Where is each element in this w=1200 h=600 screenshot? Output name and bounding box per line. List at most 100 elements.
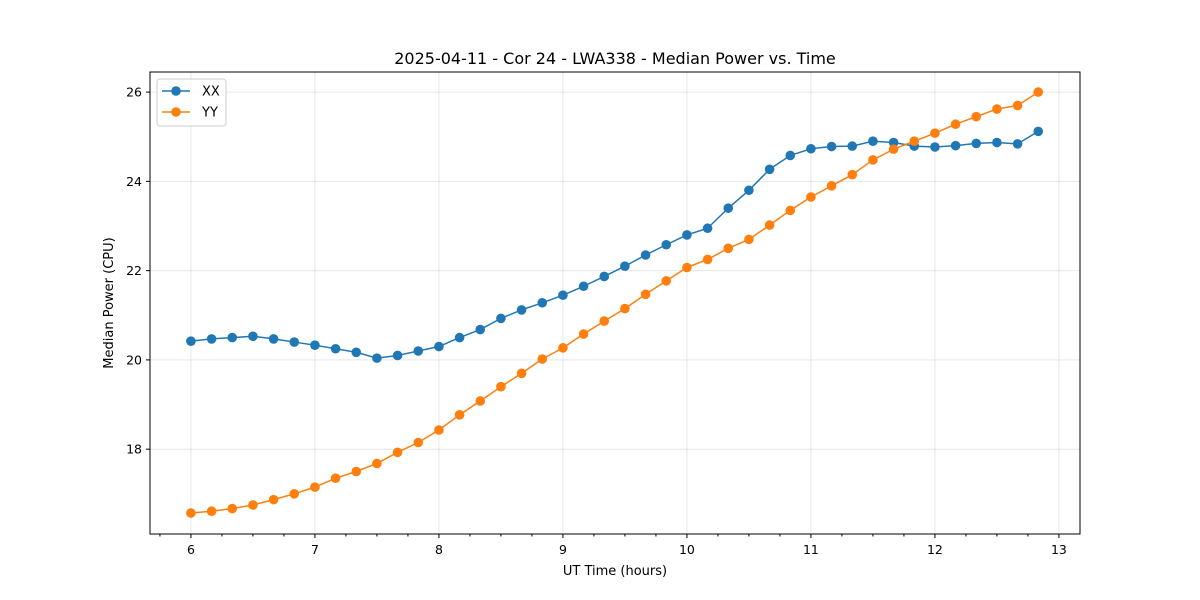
data-point-yy	[558, 343, 568, 353]
data-point-yy	[516, 368, 527, 379]
x-tick-label: 7	[311, 542, 319, 557]
data-point-xx	[682, 230, 692, 240]
data-point-xx	[744, 185, 754, 196]
legend-label-yy: YY	[201, 106, 218, 121]
ticks: 6 7 8 9 10 11 12 13 18 20 22 24 26	[126, 85, 1067, 557]
x-tick-label: 8	[435, 542, 443, 557]
data-point-xx	[888, 137, 899, 148]
data-point-yy	[640, 289, 651, 300]
data-point-xx	[268, 334, 279, 344]
data-point-yy	[310, 482, 320, 492]
x-tick-label: 12	[927, 542, 943, 557]
data-point-xx	[640, 250, 651, 260]
data-point-yy	[806, 192, 816, 202]
data-point-xx	[392, 350, 403, 361]
data-point-yy	[578, 329, 589, 339]
data-point-xx	[723, 203, 734, 213]
data-point-yy	[971, 111, 982, 122]
data-point-yy	[268, 494, 279, 505]
data-point-xx	[992, 137, 1002, 148]
data-point-yy	[496, 381, 506, 392]
data-point-xx	[764, 164, 775, 175]
data-point-yy	[454, 410, 465, 420]
data-point-yy	[785, 205, 796, 216]
data-point-yy	[868, 155, 878, 165]
chart-title: 2025-04-11 - Cor 24 - LWA338 - Median Po…	[394, 49, 836, 68]
data-point-yy	[186, 508, 196, 518]
data-point-yy	[682, 262, 692, 273]
data-point-xx	[620, 261, 630, 271]
data-point-xx	[558, 290, 568, 300]
data-point-xx	[847, 141, 858, 151]
data-point-xx	[248, 331, 258, 342]
data-point-yy	[392, 447, 403, 458]
data-point-xx	[186, 336, 196, 346]
data-point-xx	[578, 281, 589, 292]
legend-marker-yy	[171, 107, 181, 117]
data-point-yy	[351, 466, 362, 477]
data-point-xx	[351, 347, 362, 358]
data-point-yy	[206, 506, 217, 517]
data-point-yy	[888, 144, 899, 155]
data-point-yy	[723, 243, 734, 254]
data-point-yy	[434, 425, 444, 435]
y-tick-label: 22	[126, 263, 142, 278]
data-point-xx	[661, 239, 672, 250]
data-point-xx	[372, 353, 382, 363]
data-point-xx	[454, 332, 465, 343]
data-point-yy	[930, 128, 940, 138]
data-point-xx	[785, 150, 796, 161]
data-point-xx	[310, 340, 320, 350]
data-point-yy	[826, 181, 837, 191]
data-point-xx	[971, 138, 982, 149]
y-axis-label: Median Power (CPU)	[102, 237, 117, 368]
data-point-yy	[475, 396, 486, 406]
data-point-xx	[950, 140, 961, 151]
data-point-yy	[537, 354, 548, 364]
data-point-yy	[744, 234, 754, 245]
data-point-yy	[330, 473, 341, 484]
data-point-xx	[516, 305, 527, 315]
data-point-xx	[702, 223, 713, 234]
x-tick-label: 9	[559, 542, 567, 557]
data-point-xx	[1012, 139, 1023, 149]
legend-marker-xx	[171, 86, 181, 96]
data-point-yy	[661, 276, 672, 286]
data-point-xx	[1033, 126, 1044, 137]
data-point-yy	[847, 169, 858, 180]
data-point-yy	[764, 220, 775, 230]
data-point-yy	[372, 458, 382, 469]
data-point-yy	[909, 136, 920, 146]
x-tick-label: 6	[187, 542, 195, 557]
y-tick-label: 24	[126, 174, 142, 189]
data-point-yy	[950, 119, 961, 130]
data-point-xx	[930, 142, 940, 152]
data-point-yy	[702, 254, 713, 265]
data-point-xx	[289, 337, 300, 347]
y-tick-label: 18	[126, 442, 142, 457]
data-point-xx	[537, 297, 548, 308]
data-point-xx	[599, 271, 610, 282]
y-tick-label: 26	[126, 85, 142, 100]
data-point-yy	[289, 489, 300, 499]
data-point-yy	[599, 316, 610, 326]
data-point-yy	[992, 104, 1002, 114]
x-tick-label: 13	[1051, 542, 1067, 557]
x-tick-label: 10	[679, 542, 695, 557]
data-point-xx	[227, 332, 238, 343]
data-point-yy	[620, 303, 630, 314]
data-point-yy	[1033, 87, 1044, 97]
data-point-xx	[496, 313, 506, 324]
y-tick-label: 20	[126, 352, 142, 367]
data-point-xx	[868, 136, 878, 146]
legend: XX YY	[156, 78, 227, 127]
legend-label-xx: XX	[202, 85, 220, 100]
x-axis-label: UT Time (hours)	[563, 564, 667, 579]
data-point-xx	[434, 341, 444, 352]
plot-frame	[149, 71, 1081, 535]
data-point-xx	[206, 334, 217, 344]
data-point-xx	[475, 324, 486, 335]
data-point-yy	[248, 500, 258, 510]
data-point-xx	[413, 346, 424, 356]
